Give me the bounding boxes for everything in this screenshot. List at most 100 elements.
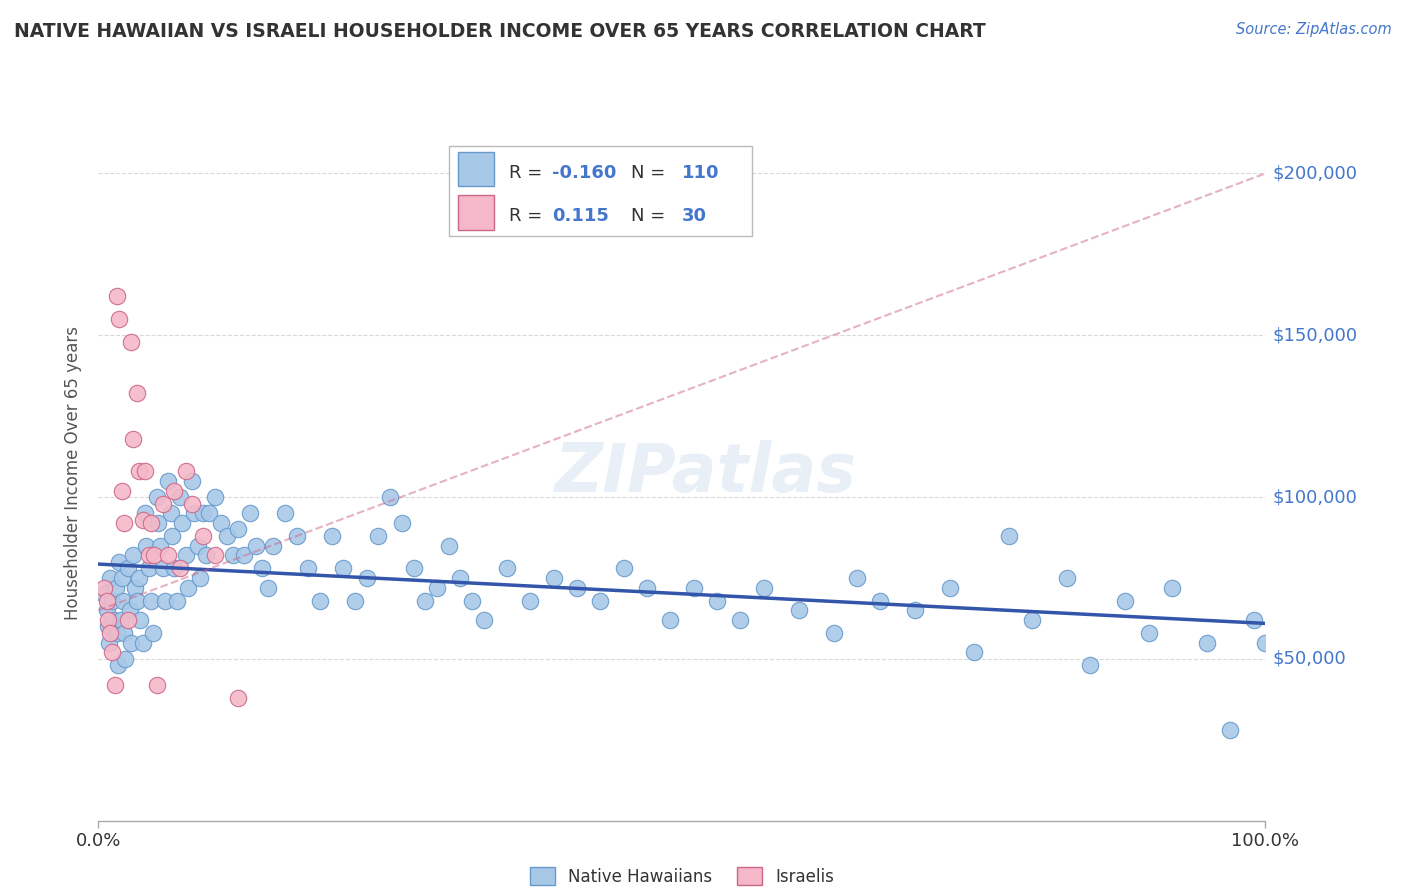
Point <box>344 593 367 607</box>
Point <box>332 561 354 575</box>
Point <box>128 571 150 585</box>
Point <box>262 539 284 553</box>
Point <box>160 529 183 543</box>
Point <box>152 561 174 575</box>
Point <box>193 529 215 543</box>
Point <box>869 593 891 607</box>
Point <box>221 549 243 563</box>
Point <box>163 483 186 498</box>
Point <box>96 593 118 607</box>
Point <box>495 561 517 575</box>
Legend: Native Hawaiians, Israelis: Native Hawaiians, Israelis <box>523 861 841 892</box>
Point <box>108 312 131 326</box>
Point <box>111 571 134 585</box>
Point <box>1254 635 1277 649</box>
Point <box>132 635 155 649</box>
Point <box>146 490 169 504</box>
Point <box>103 613 125 627</box>
Point <box>169 490 191 504</box>
Point <box>180 474 202 488</box>
Point <box>682 581 704 595</box>
Point <box>256 581 278 595</box>
Point <box>139 593 162 607</box>
Point <box>105 626 128 640</box>
Point <box>1021 613 1043 627</box>
Point <box>752 581 775 595</box>
Point <box>117 613 139 627</box>
Point <box>118 603 141 617</box>
Point <box>104 678 127 692</box>
Text: ZIPatlas: ZIPatlas <box>554 440 856 506</box>
Text: -0.160: -0.160 <box>551 164 616 182</box>
Point <box>169 561 191 575</box>
Point <box>461 593 484 607</box>
Point <box>413 593 436 607</box>
Point <box>309 593 332 607</box>
Text: R =: R = <box>509 164 548 182</box>
Point <box>107 658 129 673</box>
Point <box>122 432 145 446</box>
Point <box>730 613 752 627</box>
Text: Source: ZipAtlas.com: Source: ZipAtlas.com <box>1236 22 1392 37</box>
Point <box>98 571 121 585</box>
Point <box>209 516 232 530</box>
Text: $50,000: $50,000 <box>1272 650 1346 668</box>
Point <box>565 581 588 595</box>
Point <box>543 571 565 585</box>
Point <box>146 678 169 692</box>
Point <box>194 549 217 563</box>
Point <box>589 593 612 607</box>
Point <box>250 561 273 575</box>
Point <box>108 555 131 569</box>
Point <box>1080 658 1102 673</box>
Point <box>146 516 169 530</box>
Point <box>449 571 471 585</box>
Point <box>112 626 135 640</box>
Point <box>1161 581 1184 595</box>
Point <box>114 652 136 666</box>
Point <box>193 506 215 520</box>
Point <box>152 496 174 510</box>
Point <box>198 506 221 520</box>
Point <box>143 549 166 563</box>
Point <box>321 529 343 543</box>
Point <box>149 539 172 553</box>
Point <box>125 386 148 401</box>
Text: $150,000: $150,000 <box>1272 326 1358 344</box>
Point <box>233 549 256 563</box>
Point <box>1195 635 1218 649</box>
Point <box>125 593 148 607</box>
Point <box>129 613 152 627</box>
Point <box>204 549 226 563</box>
Point <box>101 645 124 659</box>
Point <box>142 626 165 640</box>
Point <box>378 490 402 504</box>
Point <box>204 490 226 504</box>
Point <box>939 581 962 595</box>
Point <box>845 571 868 585</box>
Point <box>120 635 142 649</box>
Point <box>1137 626 1160 640</box>
Point <box>174 464 197 478</box>
Point <box>97 635 120 649</box>
Point <box>117 561 139 575</box>
Point <box>101 593 124 607</box>
Point <box>134 464 156 478</box>
Point <box>612 561 634 575</box>
Point <box>122 549 145 563</box>
Point <box>787 603 810 617</box>
Point <box>134 506 156 520</box>
Point <box>823 626 845 640</box>
Point <box>97 613 120 627</box>
Point <box>1114 593 1136 607</box>
Point <box>172 516 194 530</box>
Point <box>163 561 186 575</box>
Text: N =: N = <box>630 164 671 182</box>
Point <box>111 593 134 607</box>
Point <box>228 690 250 705</box>
Text: 0.115: 0.115 <box>551 207 609 226</box>
Point <box>367 529 389 543</box>
Point <box>1243 613 1265 627</box>
Point <box>111 483 134 498</box>
Point <box>215 529 238 543</box>
